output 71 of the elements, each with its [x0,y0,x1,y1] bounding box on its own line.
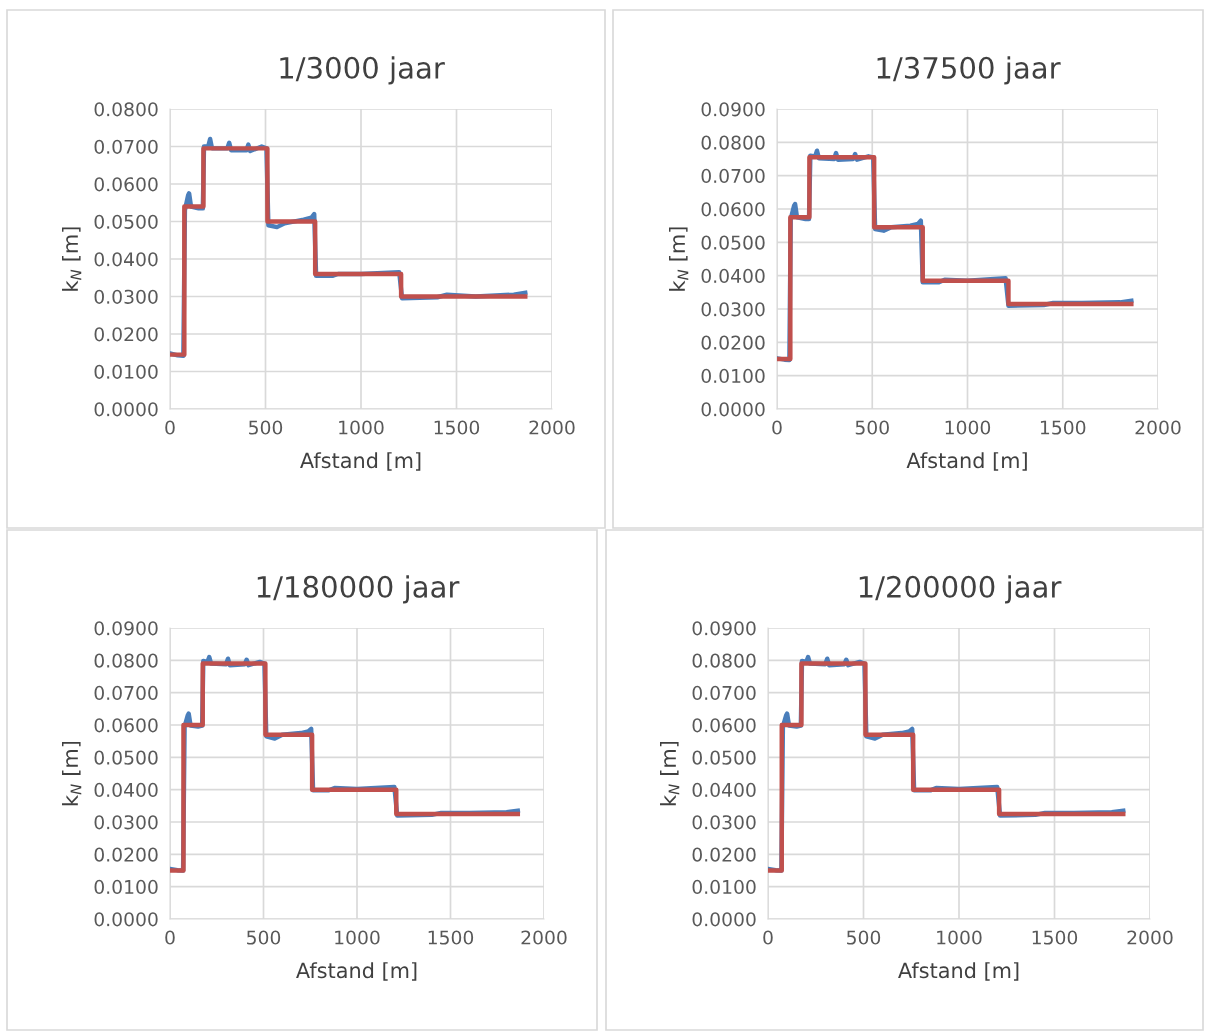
x-tick-label: 2000 [529,420,575,435]
x-tick-label: 500 [855,420,889,435]
y-tick-label: 0.0600 [94,718,158,733]
y-tick-label: 0.0000 [94,402,158,417]
y-tick-label: 0.0400 [94,782,158,798]
y-tick-label: 0.0100 [692,879,756,895]
x-axis-title: Afstand [m] [906,452,1027,471]
y-tick-label: 0.0500 [692,750,756,765]
y-tick-label: 0.0700 [94,139,158,154]
x-tick-label: 0 [165,930,175,945]
y-tick-label: 0.0100 [701,368,765,384]
x-axis-title: Afstand [m] [300,452,421,471]
y-axis-title: k$_{N}$ [m] [62,741,82,806]
y-tick-label: 0.0800 [94,102,158,117]
y-tick-label: 0.0000 [692,912,756,927]
x-tick-label: 2000 [1127,930,1173,945]
x-axis-title: Afstand [m] [898,962,1019,981]
x-tick-label: 2000 [1135,420,1181,435]
x-tick-label: 1500 [1032,930,1078,945]
y-tick-label: 0.0900 [94,621,158,636]
chart-title: 1/180000 jaar [257,575,460,604]
x-tick-label: 500 [247,930,281,945]
y-tick-label: 0.0700 [692,685,756,701]
y-tick-label: 0.0700 [94,685,158,701]
y-tick-label: 0.0400 [692,782,756,798]
y-tick-label: 0.0500 [94,214,158,229]
x-tick-label: 0 [772,420,782,435]
x-tick-label: 500 [249,420,283,435]
y-tick-label: 0.0200 [94,847,158,862]
x-tick-label: 1500 [428,930,474,945]
y-axis-title: k$_{N}$ [m] [669,227,689,291]
y-tick-label: 0.0600 [94,177,158,192]
x-tick-label: 2000 [521,930,567,945]
y-tick-label: 0.0800 [692,653,756,668]
y-axis-title: k$_{N}$ [m] [660,741,680,806]
chart-title: 1/37500 jaar [877,56,1061,85]
x-axis-title: Afstand [m] [296,962,417,981]
y-tick-label: 0.0900 [701,102,765,117]
y-tick-label: 0.0300 [692,815,756,830]
y-tick-label: 0.0000 [94,912,158,927]
y-tick-label: 0.0600 [701,202,765,217]
y-tick-label: 0.0200 [701,335,765,350]
x-tick-label: 0 [165,420,175,435]
y-tick-label: 0.0000 [701,402,765,417]
x-tick-label: 1500 [1040,420,1086,435]
x-tick-label: 1000 [335,930,380,945]
y-tick-label: 0.0100 [94,364,158,379]
x-tick-label: 1000 [937,930,982,945]
x-tick-label: 1500 [434,420,480,435]
y-tick-label: 0.0600 [692,718,756,733]
y-tick-label: 0.0700 [701,168,765,184]
y-tick-label: 0.0500 [701,235,765,250]
y-axis-title: k$_{N}$ [m] [62,227,82,291]
y-tick-label: 0.0200 [94,327,158,342]
x-tick-label: 1000 [945,420,991,435]
y-tick-label: 0.0300 [701,302,765,317]
y-tick-label: 0.0500 [94,750,158,765]
y-tick-label: 0.0100 [94,879,158,895]
x-tick-label: 500 [847,930,881,945]
y-tick-label: 0.0800 [94,653,158,668]
y-tick-label: 0.0800 [701,135,765,150]
chart-title: 1/3000 jaar [280,56,445,85]
x-tick-label: 1000 [339,420,384,435]
y-tick-label: 0.0300 [94,289,158,304]
x-tick-label: 0 [763,930,773,945]
y-tick-label: 0.0300 [94,815,158,830]
y-tick-label: 0.0400 [94,252,158,267]
chart-title: 1/200000 jaar [859,575,1062,604]
y-tick-label: 0.0900 [692,621,756,636]
y-tick-label: 0.0200 [692,847,756,862]
y-tick-label: 0.0400 [701,268,765,284]
